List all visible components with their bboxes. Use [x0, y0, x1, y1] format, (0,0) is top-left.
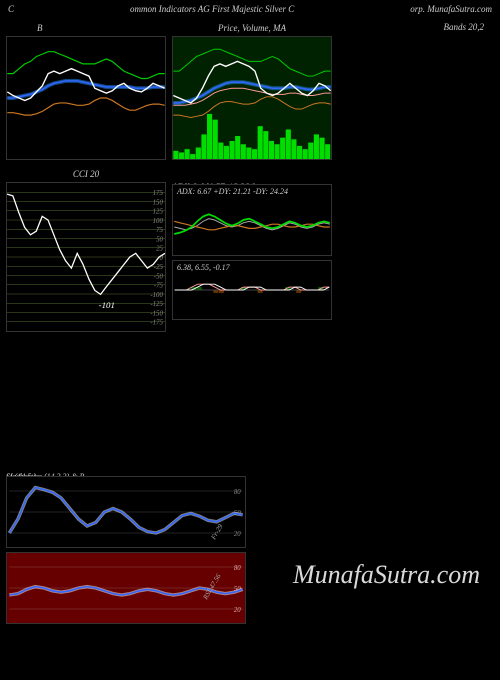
chart-price — [173, 37, 331, 159]
svg-text:175: 175 — [153, 190, 164, 197]
svg-text:-101: -101 — [99, 300, 115, 310]
svg-text:50: 50 — [156, 236, 163, 243]
svg-text:25: 25 — [156, 246, 163, 253]
panel-cci: CCI 20 1751501251007550250-25-50-75-100-… — [6, 182, 166, 332]
svg-text:-100: -100 — [150, 292, 163, 299]
row-2: CCI 20 1751501251007550250-25-50-75-100-… — [0, 182, 500, 332]
title-b: B — [37, 23, 43, 33]
title-bands: Bands 20,2 — [444, 22, 485, 32]
panel-price: Price, Volume, MA — [172, 36, 332, 160]
header-center: ommon Indicators AG First Majestic Silve… — [130, 4, 294, 14]
panel-adx-macd: ADX & MACD 12,26,9 ADX: 6.67 +DY: 21.21 … — [172, 182, 332, 332]
macd-text: 6.38, 6.55, -0.17 — [177, 263, 230, 272]
panel-macd: 6.38, 6.55, -0.17 — [172, 260, 332, 320]
chart-b — [7, 37, 165, 159]
svg-text:80: 80 — [234, 565, 241, 572]
svg-text:80: 80 — [234, 489, 241, 496]
svg-text:150: 150 — [153, 199, 164, 206]
panel-rsi: 805020 RSI:47.56 — [6, 552, 246, 624]
svg-text:-50: -50 — [154, 273, 164, 280]
svg-text:20: 20 — [234, 607, 241, 614]
row-3: 805020 Fr-29 805020 RSI:47.56 — [0, 476, 500, 624]
svg-text:75: 75 — [156, 227, 163, 234]
svg-text:-75: -75 — [154, 283, 164, 290]
svg-text:-25: -25 — [154, 264, 164, 271]
svg-text:-125: -125 — [150, 301, 163, 308]
row-1: B Price, Volume, MA Bands 20,2 — [0, 36, 500, 160]
panel-b: B — [6, 36, 166, 160]
header-right: orp. MunafaSutra.com — [410, 4, 492, 14]
page-header: C ommon Indicators AG First Majestic Sil… — [0, 0, 500, 18]
svg-text:20: 20 — [234, 531, 241, 538]
adx-text: ADX: 6.67 +DY: 21.21 -DY: 24.24 — [177, 187, 288, 196]
panel-adx: ADX: 6.67 +DY: 21.21 -DY: 24.24 — [172, 184, 332, 256]
svg-text:-175: -175 — [150, 320, 163, 327]
panel-bands-label: Bands 20,2 — [338, 36, 494, 160]
svg-text:100: 100 — [153, 218, 164, 225]
svg-text:-150: -150 — [150, 310, 163, 317]
title-cci: CCI 20 — [73, 169, 99, 179]
header-left: C — [8, 4, 14, 14]
panel-stoch: 805020 Fr-29 — [6, 476, 246, 548]
title-price: Price, Volume, MA — [218, 23, 286, 33]
chart-cci: 1751501251007550250-25-50-75-100-125-150… — [7, 183, 165, 331]
svg-text:125: 125 — [153, 209, 164, 216]
